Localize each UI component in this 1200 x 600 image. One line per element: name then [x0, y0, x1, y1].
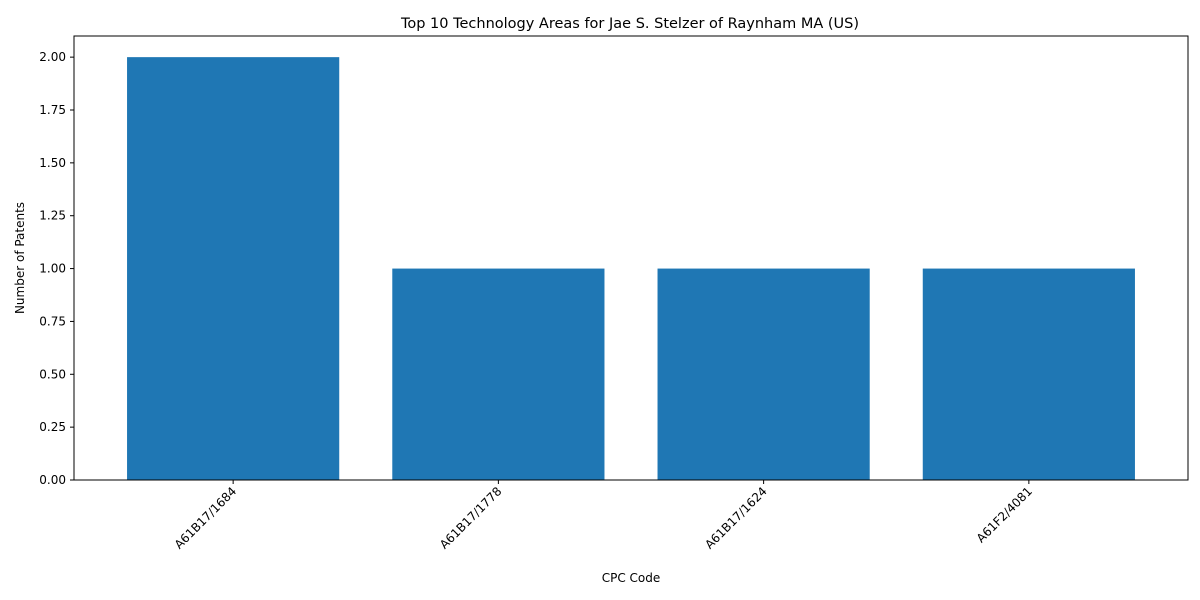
y-axis: 0.00 0.25 0.50 0.75 1.00 1.25 1.50 1.75 2.00	[39, 50, 74, 487]
y-tick-label: 0.50	[39, 367, 66, 381]
bar-A61B17/1624	[658, 269, 870, 480]
x-axis: A61B17/1684 A61B17/1778 A61B17/1624 A61F2/4…	[172, 480, 1035, 552]
y-tick-label: 1.00	[39, 262, 66, 276]
x-tick-label: A61B17/1624	[702, 484, 770, 552]
bars-group	[127, 57, 1135, 480]
y-tick-label: 2.00	[39, 50, 66, 64]
bar-A61F2/4081	[923, 269, 1135, 480]
x-tick-label: A61B17/1684	[172, 484, 240, 552]
y-tick-label: 1.50	[39, 156, 66, 170]
bar-A61B17/1684	[127, 57, 339, 480]
y-tick-label: 1.75	[39, 103, 66, 117]
x-tick-label: A61F2/4081	[974, 484, 1035, 545]
y-axis-label: Number of Patents	[13, 202, 27, 314]
chart-title: Top 10 Technology Areas for Jae S. Stelz…	[400, 16, 859, 32]
x-axis-label: CPC Code	[602, 571, 661, 585]
y-tick-label: 0.00	[39, 473, 66, 487]
bar-A61B17/1778	[392, 269, 604, 480]
y-tick-label: 0.75	[39, 314, 66, 328]
y-tick-label: 0.25	[39, 420, 66, 434]
y-tick-label: 1.25	[39, 209, 66, 223]
x-tick-label: A61B17/1778	[437, 484, 505, 552]
